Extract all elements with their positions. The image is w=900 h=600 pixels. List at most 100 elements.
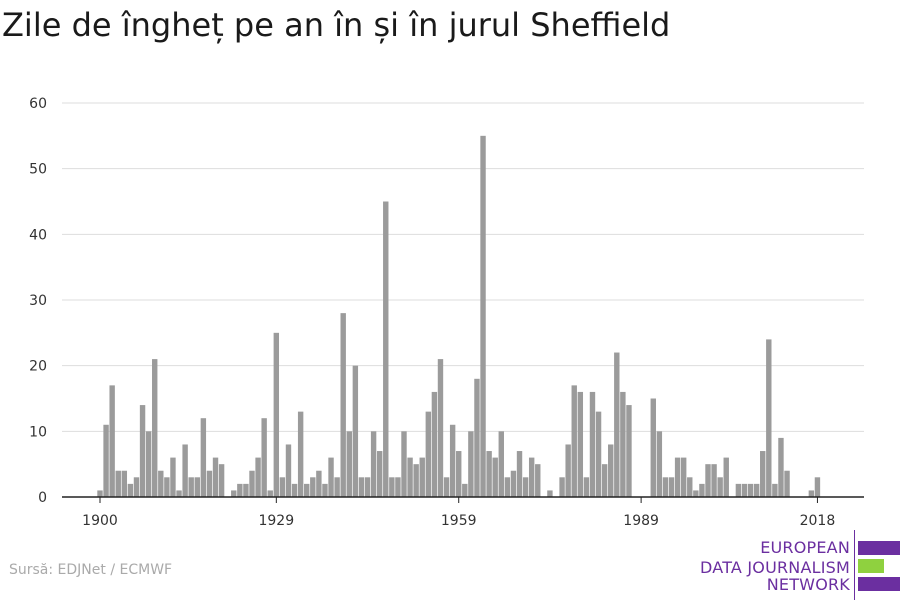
bar-1946 bbox=[376, 451, 383, 497]
bar-1968 bbox=[510, 470, 517, 497]
bar-2007 bbox=[747, 483, 754, 497]
bar-2017 bbox=[808, 490, 815, 497]
source-note: Sursă: EDJNet / ECMWF bbox=[9, 562, 173, 578]
bar-1961 bbox=[468, 431, 474, 497]
bar-1936 bbox=[316, 470, 322, 497]
bar-1951 bbox=[407, 457, 413, 497]
y-tick-label-10: 10 bbox=[29, 424, 47, 440]
bar-1941 bbox=[346, 431, 352, 497]
bar-1996 bbox=[680, 457, 687, 497]
bar-1997 bbox=[687, 477, 693, 497]
bar-1966 bbox=[498, 431, 504, 497]
bar-1918 bbox=[206, 470, 213, 497]
bar-2012 bbox=[778, 437, 784, 497]
bar-1981 bbox=[589, 391, 596, 497]
bar-1912 bbox=[170, 457, 176, 497]
bar-1960 bbox=[462, 483, 468, 497]
x-tick-label-1959: 1959 bbox=[441, 513, 477, 529]
bar-1928 bbox=[267, 490, 273, 497]
bar-1963 bbox=[480, 135, 486, 497]
bar-1902 bbox=[109, 385, 115, 497]
bar-1919 bbox=[212, 457, 219, 497]
logo-line-network: NETWORK bbox=[766, 575, 850, 594]
bar-1987 bbox=[626, 405, 632, 497]
bar-1991 bbox=[650, 398, 656, 497]
bar-1923 bbox=[237, 483, 243, 497]
logo-bar-purple-top bbox=[858, 541, 900, 555]
bar-1913 bbox=[176, 490, 182, 497]
logo-line-data-journalism: DATA JOURNALISM bbox=[700, 558, 850, 577]
bar-1950 bbox=[401, 431, 407, 497]
bar-2010 bbox=[766, 339, 772, 497]
bar-2005 bbox=[735, 483, 742, 497]
y-tick-label-30: 30 bbox=[29, 293, 47, 309]
bar-1929 bbox=[273, 332, 280, 497]
bar-2013 bbox=[784, 470, 790, 497]
bar-1964 bbox=[486, 451, 492, 497]
logo-divider bbox=[854, 530, 855, 600]
bar-1943 bbox=[358, 477, 365, 497]
bar-1982 bbox=[595, 411, 602, 497]
bar-1967 bbox=[504, 477, 511, 497]
x-tick-label-1989: 1989 bbox=[623, 513, 659, 529]
y-tick-label-20: 20 bbox=[29, 359, 47, 375]
bar-1986 bbox=[620, 391, 626, 497]
bar-1959 bbox=[456, 451, 462, 497]
bar-1935 bbox=[310, 477, 316, 497]
bar-1915 bbox=[188, 477, 194, 497]
bars bbox=[97, 135, 821, 497]
bar-1922 bbox=[231, 490, 237, 497]
bar-1903 bbox=[115, 470, 121, 497]
bar-1995 bbox=[674, 457, 681, 497]
bar-1933 bbox=[297, 411, 304, 497]
bar-2008 bbox=[753, 483, 760, 497]
bar-1994 bbox=[668, 477, 675, 497]
bar-1932 bbox=[291, 483, 298, 497]
bar-1927 bbox=[261, 418, 267, 497]
bar-1930 bbox=[279, 477, 286, 497]
bar-1926 bbox=[255, 457, 261, 497]
edjnet-logo: EUROPEAN DATA JOURNALISM NETWORK bbox=[700, 530, 900, 600]
bar-2006 bbox=[741, 483, 748, 497]
bar-1971 bbox=[528, 457, 535, 497]
y-tick-label-60: 60 bbox=[29, 96, 47, 112]
bar-1956 bbox=[437, 359, 444, 497]
bar-2000 bbox=[705, 464, 711, 497]
bar-1980 bbox=[583, 477, 590, 497]
chart-title: Zile de îngheț pe an în și în jurul Shef… bbox=[2, 6, 671, 44]
bar-1916 bbox=[194, 477, 200, 497]
bar-1955 bbox=[431, 391, 438, 497]
bar-1945 bbox=[370, 431, 377, 497]
bar-1907 bbox=[139, 405, 146, 497]
bar-2003 bbox=[723, 457, 729, 497]
bar-1917 bbox=[200, 418, 207, 497]
bar-1940 bbox=[340, 313, 346, 497]
bar-1998 bbox=[693, 490, 699, 497]
bar-2002 bbox=[717, 477, 723, 497]
bar-1977 bbox=[565, 444, 571, 497]
bar-1957 bbox=[443, 477, 450, 497]
bar-1948 bbox=[389, 477, 395, 497]
bar-1934 bbox=[304, 483, 310, 497]
bar-2011 bbox=[772, 483, 778, 497]
bar-1910 bbox=[158, 470, 164, 497]
bar-1972 bbox=[535, 464, 541, 497]
x-tick-label-2018: 2018 bbox=[800, 513, 836, 529]
x-tick-label-1900: 1900 bbox=[82, 513, 118, 529]
bar-1938 bbox=[328, 457, 334, 497]
bar-1949 bbox=[395, 477, 401, 497]
bar-1914 bbox=[182, 444, 188, 497]
axes: 0 10 20 30 40 50 60 1900 1929 1959 1989 2018 bbox=[29, 96, 864, 529]
bar-1985 bbox=[614, 352, 620, 497]
bar-1983 bbox=[601, 464, 608, 497]
bar-1969 bbox=[516, 451, 523, 497]
logo-bar-purple-bottom bbox=[858, 577, 900, 591]
y-tick-label-0: 0 bbox=[38, 490, 47, 506]
bar-1965 bbox=[492, 457, 498, 497]
y-tick-label-50: 50 bbox=[29, 162, 47, 178]
bar-1952 bbox=[413, 464, 419, 497]
y-tick-label-40: 40 bbox=[29, 227, 47, 243]
bar-1944 bbox=[364, 477, 371, 497]
bar-1979 bbox=[577, 391, 584, 497]
